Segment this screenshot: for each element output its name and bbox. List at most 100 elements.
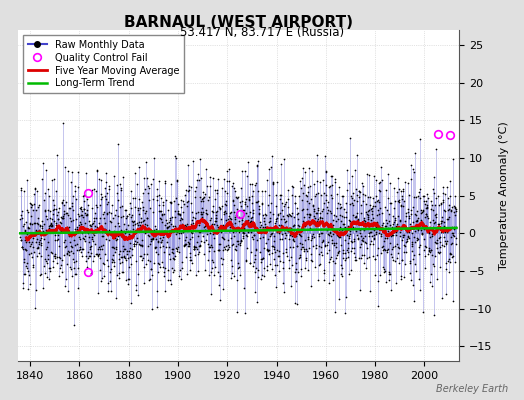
Point xyxy=(292,233,300,240)
Point xyxy=(367,220,375,227)
Point xyxy=(289,244,298,251)
Point xyxy=(387,246,396,252)
Point xyxy=(250,268,259,275)
Point xyxy=(406,270,414,277)
Point xyxy=(228,198,237,204)
Point xyxy=(82,258,91,264)
Point xyxy=(167,200,175,206)
Point xyxy=(52,188,61,194)
Point xyxy=(364,208,372,214)
Point xyxy=(37,242,45,248)
Point xyxy=(54,254,63,260)
Point xyxy=(376,188,384,194)
Point xyxy=(340,214,348,220)
Point xyxy=(25,250,34,257)
Point xyxy=(441,225,450,231)
Point xyxy=(436,200,445,206)
Point xyxy=(104,263,112,269)
Point xyxy=(430,219,439,226)
Point xyxy=(103,257,112,263)
Point xyxy=(271,218,280,224)
Point xyxy=(423,215,432,222)
Point xyxy=(116,186,125,193)
Point xyxy=(386,271,394,277)
Point xyxy=(149,236,158,242)
Point xyxy=(259,211,267,218)
Point xyxy=(231,245,239,252)
Point xyxy=(64,168,72,174)
Point xyxy=(91,223,99,229)
Point xyxy=(414,227,423,233)
Point xyxy=(94,251,103,257)
Point xyxy=(175,210,183,217)
Point xyxy=(140,280,149,286)
Point xyxy=(403,228,411,235)
Point xyxy=(423,204,431,210)
Point xyxy=(42,246,50,252)
Point xyxy=(307,250,315,257)
Point xyxy=(63,250,71,256)
Point xyxy=(294,210,302,216)
Point xyxy=(211,218,220,224)
Point xyxy=(442,266,450,272)
Point xyxy=(400,274,408,280)
Point xyxy=(413,236,421,243)
Point xyxy=(220,211,228,218)
Point xyxy=(398,237,406,244)
Point xyxy=(447,208,455,214)
Point xyxy=(284,204,292,210)
Point xyxy=(324,224,333,230)
Point xyxy=(424,194,432,201)
Point xyxy=(62,198,70,205)
Point xyxy=(182,198,191,205)
Point xyxy=(145,277,153,283)
Point xyxy=(85,253,94,259)
Point xyxy=(371,256,379,262)
Point xyxy=(251,256,259,262)
Point xyxy=(28,235,37,242)
Point xyxy=(357,236,366,243)
Point xyxy=(81,210,89,216)
Point xyxy=(104,199,112,205)
Point xyxy=(78,245,86,252)
Point xyxy=(198,204,206,211)
Point xyxy=(138,218,147,224)
Point xyxy=(238,198,246,204)
Point xyxy=(206,269,215,276)
Point xyxy=(424,230,433,236)
Point xyxy=(39,228,47,234)
Point xyxy=(398,232,407,238)
Point xyxy=(75,235,84,242)
Point xyxy=(51,255,59,262)
Point xyxy=(287,213,295,219)
Point xyxy=(266,215,275,222)
Point xyxy=(112,245,121,252)
Point xyxy=(231,213,239,220)
Point xyxy=(296,239,304,246)
Point xyxy=(61,227,69,234)
Point xyxy=(144,190,152,196)
Point xyxy=(72,216,81,222)
Point xyxy=(314,190,322,196)
Point xyxy=(212,190,221,196)
Point xyxy=(274,225,282,231)
Point xyxy=(198,197,206,204)
Point xyxy=(121,236,129,242)
Point xyxy=(75,212,83,219)
Point xyxy=(196,208,205,215)
Point xyxy=(227,182,236,189)
Point xyxy=(281,200,289,207)
Point xyxy=(369,203,377,209)
Point xyxy=(126,205,135,211)
Point xyxy=(107,218,116,225)
Point xyxy=(324,259,333,265)
Point xyxy=(235,225,244,232)
Point xyxy=(220,244,228,250)
Point xyxy=(420,214,429,220)
Point xyxy=(42,227,51,233)
Point xyxy=(416,286,424,293)
Point xyxy=(95,219,103,226)
Point xyxy=(192,271,200,278)
Point xyxy=(234,264,242,271)
Point xyxy=(242,231,250,238)
